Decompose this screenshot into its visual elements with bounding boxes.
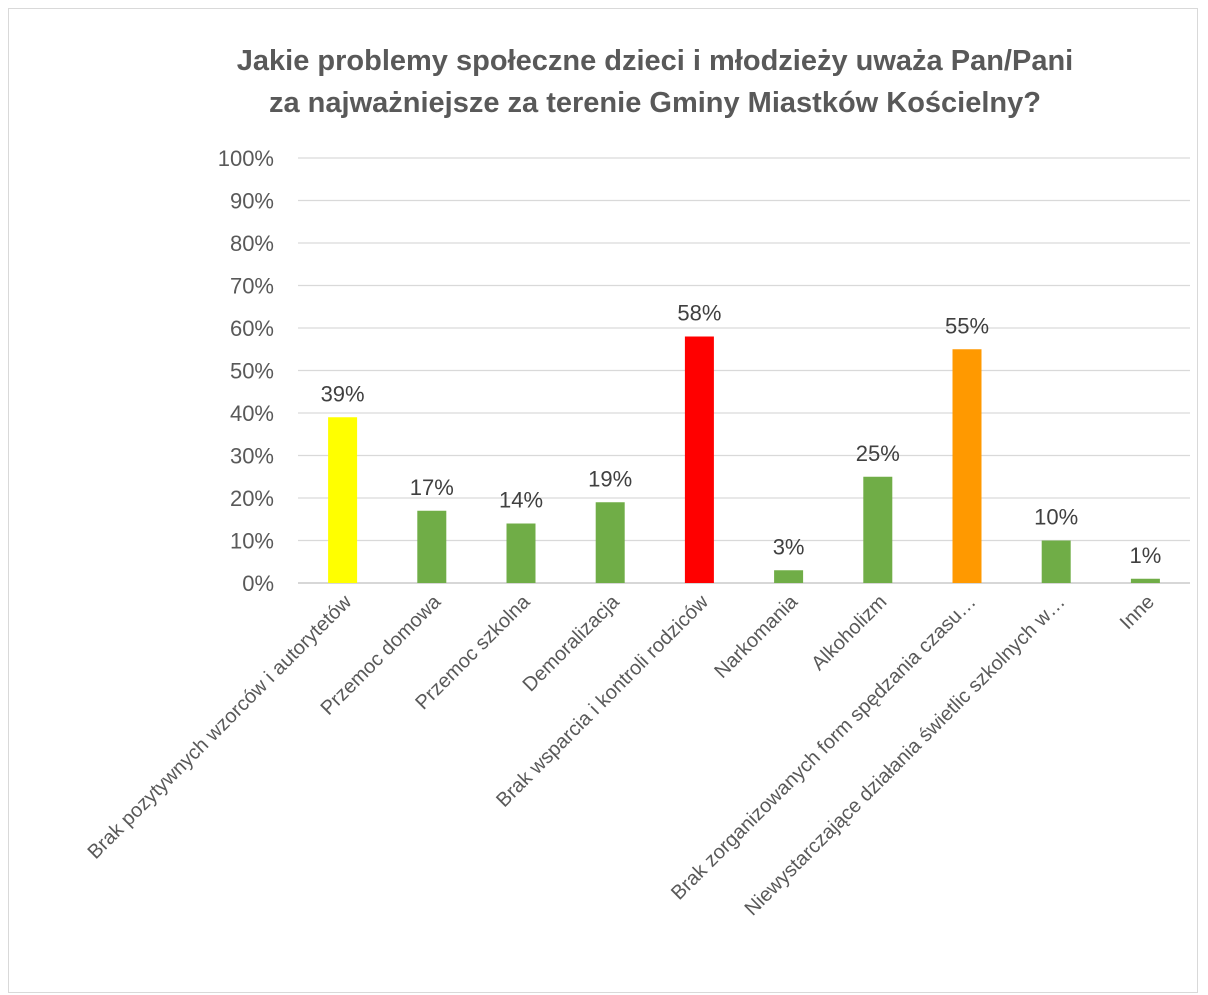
bar [507, 524, 536, 584]
bar [1042, 541, 1071, 584]
bar [863, 477, 892, 583]
bar [1131, 579, 1160, 583]
category-label: Narkomania [710, 590, 802, 682]
bars [328, 337, 1160, 584]
data-label: 3% [773, 534, 805, 559]
data-label: 17% [410, 475, 454, 500]
data-label: 39% [321, 381, 365, 406]
data-label: 1% [1130, 543, 1162, 568]
category-label: Inne [1116, 591, 1159, 634]
data-label: 10% [1034, 505, 1078, 530]
y-tick-label: 60% [230, 316, 274, 341]
y-tick-label: 40% [230, 401, 274, 426]
y-tick-label: 0% [242, 571, 274, 596]
y-tick-label: 10% [230, 529, 274, 554]
y-axis-ticks: 0% 10% 20% 30% 40% 50% 60% 70% 80% 90% 100% [218, 146, 274, 596]
y-tick-label: 30% [230, 444, 274, 469]
bar [328, 417, 357, 583]
bar [685, 337, 714, 584]
data-label: 58% [677, 301, 721, 326]
bar [953, 349, 982, 583]
bar [774, 570, 803, 583]
y-tick-label: 50% [230, 359, 274, 384]
bar [417, 511, 446, 583]
y-tick-label: 20% [230, 486, 274, 511]
data-labels: 39% 17% 14% 19% 58% 3% 25% 55% 10% 1% [321, 301, 1162, 568]
category-label: Niewystarczające działania świetlic szko… [741, 591, 1070, 920]
category-label: Alkoholizm [807, 591, 891, 675]
y-tick-label: 70% [230, 274, 274, 299]
data-label: 55% [945, 313, 989, 338]
bar [596, 502, 625, 583]
category-labels: Brak pozytywnych wzorców i autorytetówPr… [84, 590, 1159, 920]
y-tick-label: 90% [230, 189, 274, 214]
y-tick-label: 100% [218, 146, 274, 171]
data-label: 19% [588, 466, 632, 491]
category-label: Brak pozytywnych wzorców i autorytetów [84, 591, 357, 864]
y-tick-label: 80% [230, 231, 274, 256]
category-label: Brak zorganizowanych form spędzania czas… [667, 591, 980, 904]
data-label: 25% [856, 441, 900, 466]
data-label: 14% [499, 488, 543, 513]
